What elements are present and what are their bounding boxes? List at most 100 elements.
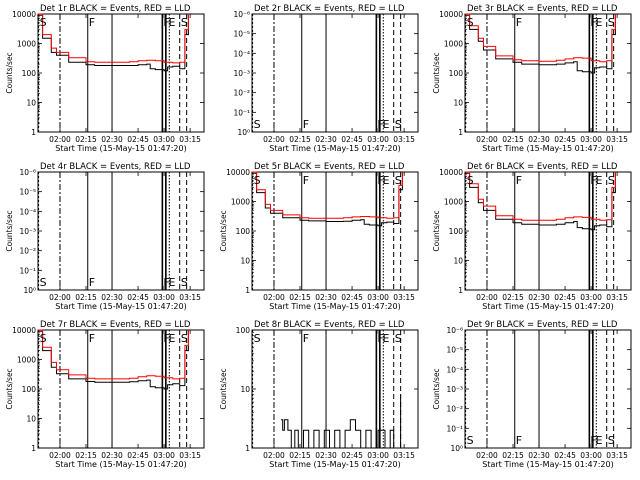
event-marker-label: F [516, 434, 522, 447]
y-tick-label: 10⁻³ [446, 385, 463, 394]
x-axis-label: Start Time (15-May-15 01:47:20) [482, 144, 613, 153]
event-marker-label: F [89, 16, 95, 29]
x-tick-label: 03:00 [580, 293, 602, 302]
series-line-1 [280, 394, 402, 449]
y-tick-label: 10⁻⁵ [446, 346, 463, 355]
x-tick-label: 02:00 [263, 135, 285, 144]
x-tick-label: 03:15 [606, 135, 628, 144]
x-tick-label: 02:45 [341, 451, 363, 460]
y-axis-label: Counts/sec [432, 210, 441, 251]
chart-panel-9: Det 9r BLACK = Events, RED = LLD 10⁰ 10⁻¹ 1… [432, 320, 632, 469]
y-axis-label: Counts/sec [432, 52, 441, 93]
chart-panel-5: Det 5r BLACK = Events, RED = LLD 1 10 100 10… [219, 162, 419, 311]
event-marker-label: S [181, 276, 188, 289]
y-axis-label: Counts/sec [5, 368, 14, 409]
plot-frame [464, 13, 632, 133]
event-marker-label: E [169, 16, 176, 29]
event-marker-label: F [377, 174, 383, 187]
y-tick-label: 10 [26, 99, 36, 108]
chart-panel-8: Det 8r BLACK = Events, RED = LLD 1 10 100 Co… [219, 320, 419, 469]
y-tick-label: 1 [458, 128, 463, 137]
series-line-1 [464, 14, 616, 74]
x-tick-label: 02:00 [476, 293, 498, 302]
x-tick-label: 02:45 [127, 451, 149, 460]
y-tick-label: 10⁻² [233, 89, 250, 98]
chart-title: Det 4r BLACK = Events, RED = LLD [40, 162, 191, 172]
plot-frame [464, 329, 632, 449]
event-marker-label: F [163, 16, 169, 29]
series-line-1 [464, 172, 616, 231]
x-tick-label: 02:15 [289, 451, 311, 460]
event-marker-label: F [163, 276, 169, 289]
x-tick-label: 02:00 [49, 135, 71, 144]
x-tick-label: 02:45 [554, 293, 576, 302]
x-tick-label: 03:00 [367, 293, 389, 302]
y-tick-label: 1 [458, 286, 463, 295]
x-tick-label: 02:45 [127, 135, 149, 144]
x-tick-label: 02:15 [502, 293, 524, 302]
x-tick-label: 02:15 [502, 451, 524, 460]
x-tick-label: 02:45 [341, 293, 363, 302]
chart-panel-6: Det 6r BLACK = Events, RED = LLD 1 10 100 10… [432, 162, 632, 311]
x-tick-label: 03:15 [393, 293, 415, 302]
chart-panel-7: Det 7r BLACK = Events, RED = LLD 1 10 100 10… [5, 320, 205, 469]
x-tick-label: 02:15 [502, 135, 524, 144]
chart-title: Det 9r BLACK = Events, RED = LLD [467, 320, 618, 330]
plot-frame [37, 13, 205, 133]
x-tick-label: 02:00 [49, 293, 71, 302]
x-tick-label: 02:30 [528, 135, 550, 144]
x-tick-label: 03:00 [367, 451, 389, 460]
series-line-2 [464, 171, 616, 221]
y-tick-label: 10 [240, 257, 250, 266]
series-line-1 [37, 14, 189, 72]
event-marker-label: F [303, 332, 309, 345]
x-axis-label: Start Time (15-May-15 01:47:20) [55, 302, 186, 311]
y-tick-label: 10⁻¹ [233, 108, 250, 117]
y-axis-label: Counts/sec [5, 52, 14, 93]
chart-title: Det 8r BLACK = Events, RED = LLD [254, 320, 405, 330]
y-tick-label: 10 [26, 415, 36, 424]
x-tick-label: 02:45 [127, 293, 149, 302]
y-tick-label: 10⁻⁴ [19, 207, 36, 216]
y-tick-label: 10⁻² [19, 247, 36, 256]
event-marker-label: F [89, 276, 95, 289]
event-marker-label: S [608, 174, 615, 187]
x-tick-label: 03:15 [606, 293, 628, 302]
event-marker-label: F [303, 174, 309, 187]
y-tick-label: 10⁻⁴ [446, 365, 463, 374]
y-axis-label: Counts/sec [5, 210, 14, 251]
event-marker-label: E [169, 332, 176, 345]
event-marker-label: F [590, 174, 596, 187]
event-marker-label: E [383, 174, 390, 187]
y-tick-label: 1000 [444, 40, 463, 49]
y-tick-label: 10⁰ [450, 444, 463, 453]
event-marker-label: S [395, 174, 402, 187]
event-marker-label: S [467, 174, 474, 187]
event-marker-label: S [254, 118, 261, 131]
event-marker-label: S [181, 332, 188, 345]
series-line-2 [37, 329, 189, 380]
chart-title: Det 2r BLACK = Events, RED = LLD [254, 4, 405, 14]
event-marker-label: S [40, 332, 47, 345]
x-axis-label: Start Time (15-May-15 01:47:20) [55, 460, 186, 469]
y-tick-label: 1 [245, 286, 250, 295]
plot-frame [251, 13, 419, 133]
plot-frame [464, 171, 632, 291]
y-tick-label: 10000 [12, 10, 36, 19]
event-marker-label: F [590, 434, 596, 447]
x-tick-label: 02:00 [476, 135, 498, 144]
event-marker-label: S [395, 332, 402, 345]
x-tick-label: 02:45 [554, 451, 576, 460]
event-marker-label: E [596, 174, 603, 187]
y-tick-label: 100 [449, 227, 464, 236]
x-tick-label: 02:30 [101, 451, 123, 460]
x-tick-label: 02:30 [315, 451, 337, 460]
y-tick-label: 100 [22, 385, 37, 394]
series-line-2 [464, 13, 616, 63]
y-tick-label: 10⁻⁵ [233, 30, 250, 39]
event-marker-label: F [590, 16, 596, 29]
chart-title: Det 6r BLACK = Events, RED = LLD [467, 162, 618, 172]
event-marker-label: S [181, 16, 188, 29]
y-tick-label: 1000 [231, 198, 250, 207]
